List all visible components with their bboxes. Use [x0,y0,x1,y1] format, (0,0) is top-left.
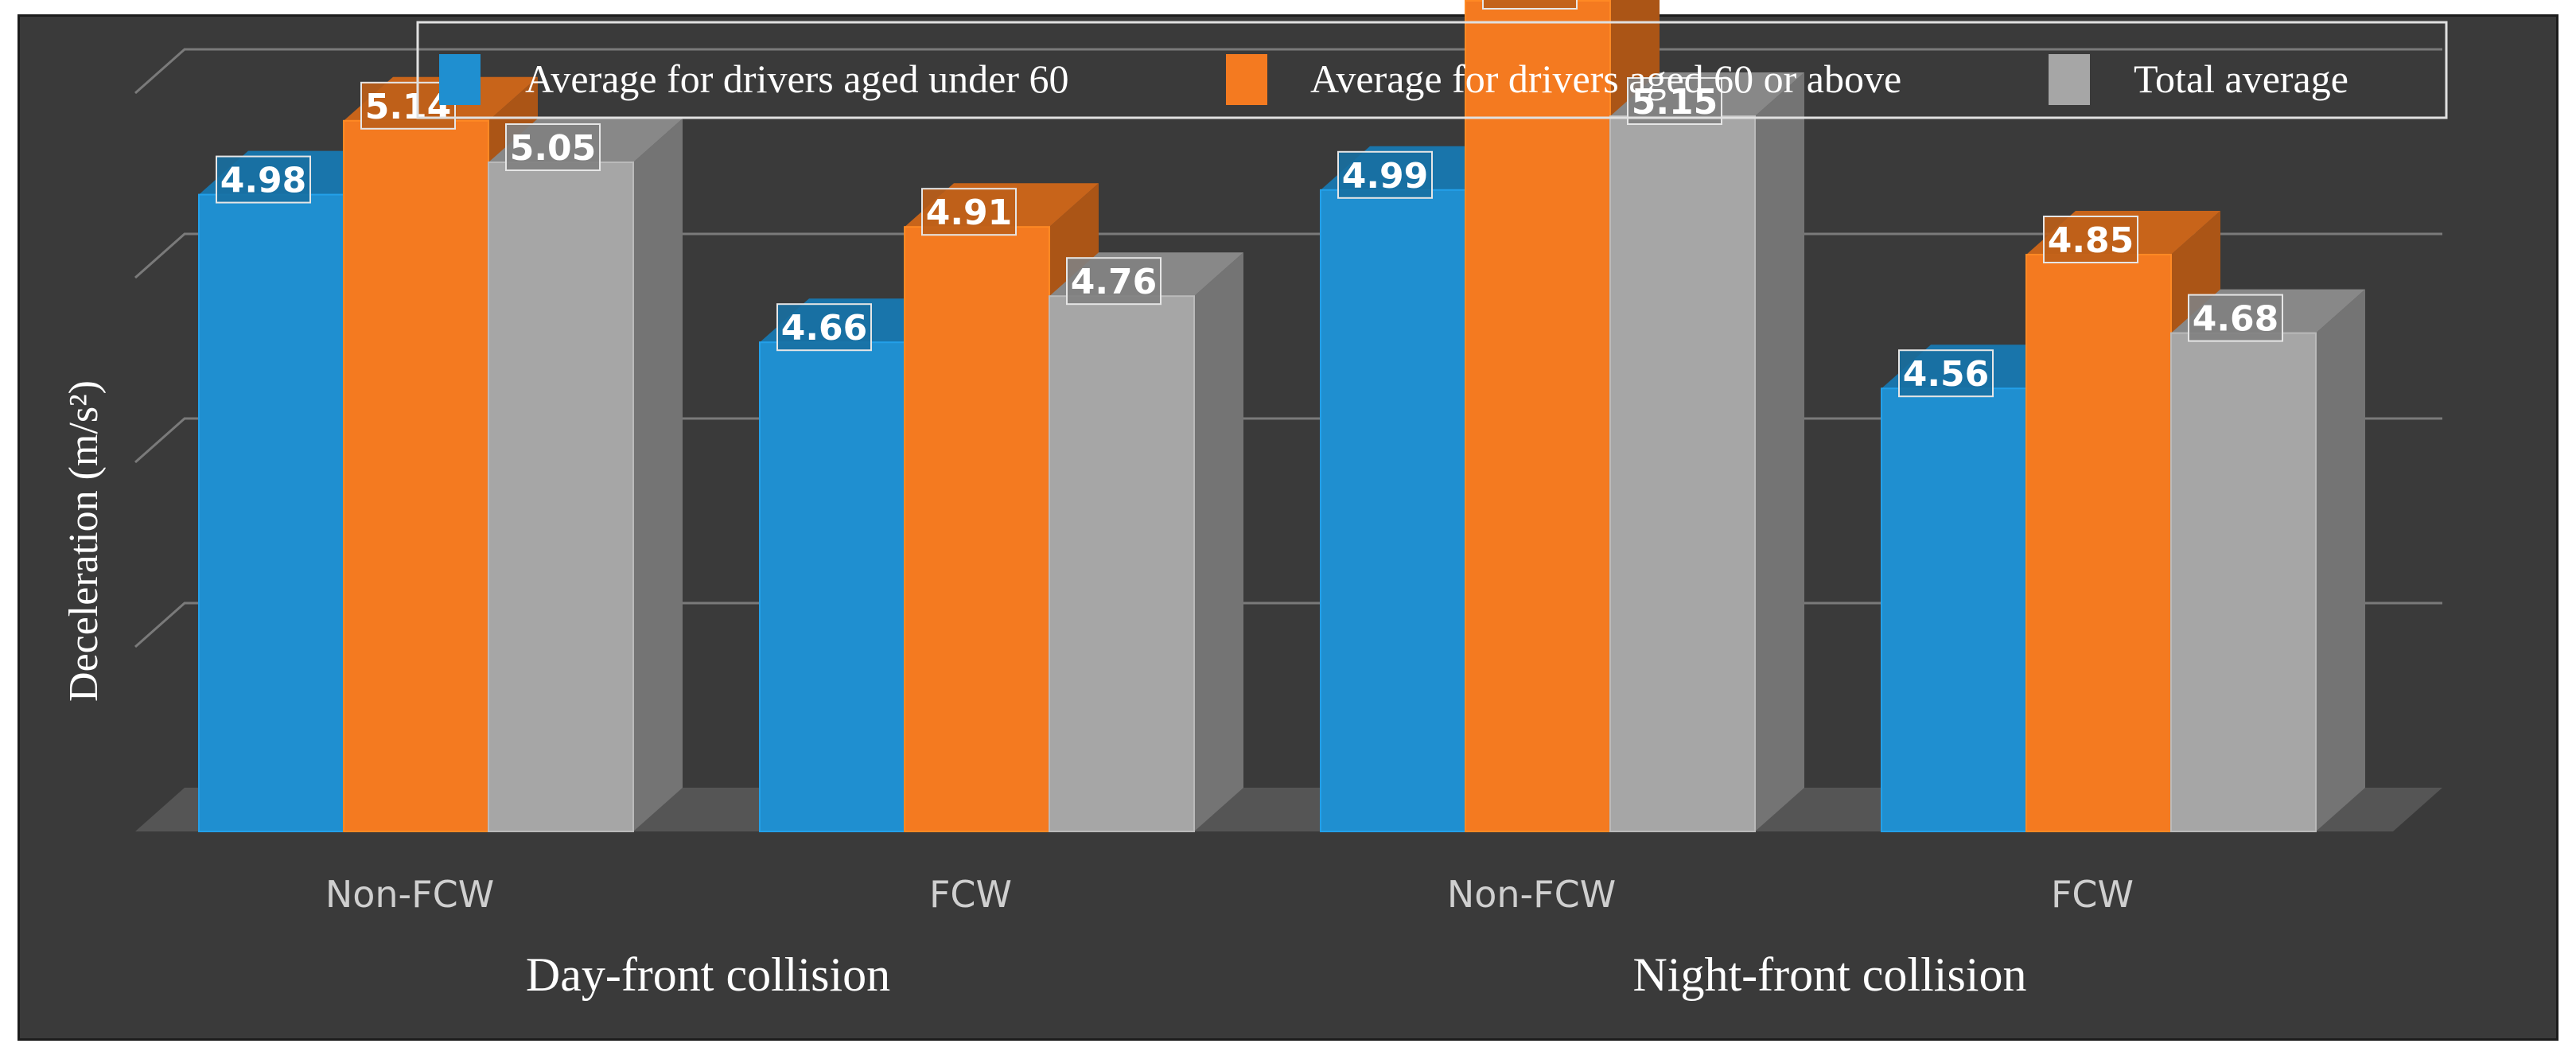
bar-side [2316,289,2365,832]
bar [2025,254,2172,832]
data-label-box [1898,349,1994,398]
category-label-2: FCW [929,873,1012,916]
bar [343,119,489,833]
data-labels: 4.98 5.14 5.05 4.66 4.91 4.76 4.99 5.40 5.15 4.56… [216,0,2283,398]
data-label: 4.66 [781,308,868,348]
bar [198,193,344,833]
data-label-box [1066,257,1162,306]
data-label-box [505,123,601,171]
chart-floor [135,788,2442,831]
y-axis-label: Deceleration (m/s²) [61,380,107,702]
data-label-box [1337,150,1433,199]
bar [1049,295,1195,832]
group-label-day: Day-front collision [526,948,890,1001]
group-label-night: Night-front collision [1633,948,2027,1001]
data-label: 4.68 [2193,299,2279,340]
data-label: 5.15 [1632,82,1718,123]
data-label-box [2043,216,2138,263]
data-label: 5.14 [365,87,452,127]
category-label-1: Non-FCW [325,873,494,916]
bar [2170,332,2317,833]
legend-label-under-60: Average for drivers aged under 60 [525,56,1069,101]
bar [759,341,905,832]
data-label: 4.56 [1903,354,1990,395]
legend-box [416,21,2448,119]
data-label-box [216,155,311,204]
data-label: 5.40 [1487,0,1574,7]
bar-side [1755,72,1804,831]
chart-floor-plane [135,788,2442,831]
legend-label-total: Total average [2134,56,2348,101]
data-label: 4.98 [220,161,307,201]
data-label-box [1482,0,1578,10]
bar [904,226,1050,832]
data-label: 4.91 [926,193,1013,233]
bar-side [1194,252,1243,831]
bars [198,0,2365,833]
data-label-box [1627,77,1722,125]
data-label: 4.76 [1071,262,1158,302]
legend-swatch-total [2049,54,2090,105]
bar [1609,115,1756,832]
bar [488,162,634,832]
data-label-box [2188,294,2283,342]
category-label-3: Non-FCW [1447,873,1616,916]
bar [1465,0,1611,832]
bar [1881,387,2027,832]
legend-swatch-under-60 [439,54,481,105]
bar-side [633,119,683,831]
legend-swatch-60-above [1226,54,1267,105]
gridline [134,48,2442,95]
data-label: 4.99 [1342,156,1429,197]
data-label-box [776,303,872,352]
legend-label-60-above: Average for drivers aged 60 or above [1310,56,1901,101]
data-label-box [921,188,1017,236]
legend: Average for drivers aged under 60 Averag… [416,21,2448,119]
category-label-4: FCW [2051,873,2134,916]
bar [1320,189,1466,833]
data-label: 4.85 [2048,220,2134,261]
data-label: 5.05 [510,128,597,169]
